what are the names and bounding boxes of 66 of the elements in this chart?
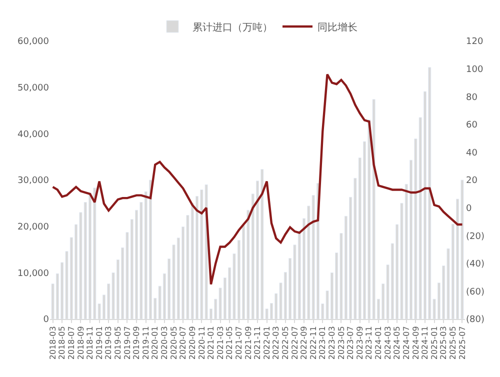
y-tick-label: 30,000 [18, 176, 50, 186]
y-tick-label: 40,000 [18, 130, 50, 140]
x-tick-label: 2024-07 [402, 326, 411, 360]
x-tick-label: 2018-09 [76, 326, 86, 360]
y-tick-label: 60,000 [18, 37, 50, 48]
x-tick-label: 2021-03 [216, 326, 225, 360]
x-tick-label: 2024-01 [374, 326, 384, 360]
x-tick-label: 2025-01 [430, 326, 439, 360]
x-tick-label: 2024-05 [392, 326, 402, 360]
y2-tick-label: 0 [466, 204, 472, 214]
x-tick-label: 2019-09 [132, 326, 142, 360]
y2-tick-label: 120 [466, 37, 484, 48]
y-tick-label: 50,000 [18, 83, 50, 94]
x-tick-label: 2019-03 [104, 326, 114, 360]
x-tick-label: 2023-07 [346, 326, 356, 360]
x-tick-label: 2023-09 [355, 326, 364, 360]
x-tick-label: 2024-11 [420, 326, 430, 360]
x-tick-label: 2022-03 [272, 326, 281, 360]
x-tick-label: 2018-11 [86, 326, 95, 360]
x-tick-label: 2021-09 [244, 326, 253, 360]
x-tick-label: 2019-05 [114, 326, 123, 360]
x-tick-label: 2019-11 [141, 326, 150, 360]
y-tick-label: 10,000 [18, 268, 50, 279]
x-tick-label: 2023-05 [336, 326, 346, 360]
x-tick-label: 2025-07 [458, 326, 467, 360]
y2-tick-label: 100 [466, 64, 484, 75]
x-tick-label: 2021-11 [253, 326, 262, 360]
x-tick-label: 2024-09 [411, 326, 420, 360]
x-tick-label: 2022-01 [262, 326, 272, 360]
y-tick-label: 0 [43, 315, 50, 326]
y2-tick-label: (40) [466, 260, 484, 270]
y-tick-label: 20,000 [18, 222, 50, 232]
x-tick-label: 2025-05 [448, 326, 458, 360]
line-series [52, 73, 464, 286]
x-tick-label: 2021-05 [225, 326, 234, 360]
x-tick-label: 2023-03 [328, 326, 337, 360]
y2-tick-label: (60) [466, 287, 484, 298]
x-tick-label: 2018-07 [67, 326, 76, 360]
y2-tick-label: 20 [466, 176, 478, 186]
y2-tick-label: 60 [466, 120, 478, 131]
x-tick-label: 2022-07 [290, 326, 300, 360]
x-tick-label: 2020-05 [169, 326, 178, 360]
y2-tick-label: (80) [466, 315, 484, 326]
x-tick-label: 2023-01 [318, 326, 328, 360]
y2-tick-label: 40 [466, 148, 478, 158]
x-tick-label: 2025-03 [439, 326, 448, 360]
y2-tick-label: 80 [466, 92, 478, 103]
y2-tick-label: (20) [466, 232, 484, 242]
x-tick-label: 2019-01 [94, 326, 104, 360]
x-tick-label: 2021-07 [234, 326, 244, 360]
x-tick-label: 2024-03 [383, 326, 392, 360]
x-tick-label: 2022-09 [300, 326, 309, 360]
x-tick-label: 2020-09 [188, 326, 197, 360]
x-tick-label: 2018-03 [48, 326, 58, 360]
x-tick-label: 2019-07 [122, 326, 132, 360]
legend-label: 累计进口（万吨） [192, 21, 272, 34]
x-tick-label: 2020-01 [150, 326, 160, 360]
x-tick-label: 2021-01 [206, 326, 216, 360]
legend-label: 同比增长 [318, 21, 358, 34]
x-tick-label: 2020-07 [178, 326, 188, 360]
x-tick-label: 2022-05 [281, 326, 290, 360]
x-tick-label: 2020-03 [160, 326, 170, 360]
x-tick-label: 2020-11 [197, 326, 206, 360]
x-tick-label: 2018-05 [58, 326, 67, 360]
x-tick-label: 2022-11 [308, 326, 318, 360]
x-tick-label: 2023-11 [364, 326, 374, 360]
